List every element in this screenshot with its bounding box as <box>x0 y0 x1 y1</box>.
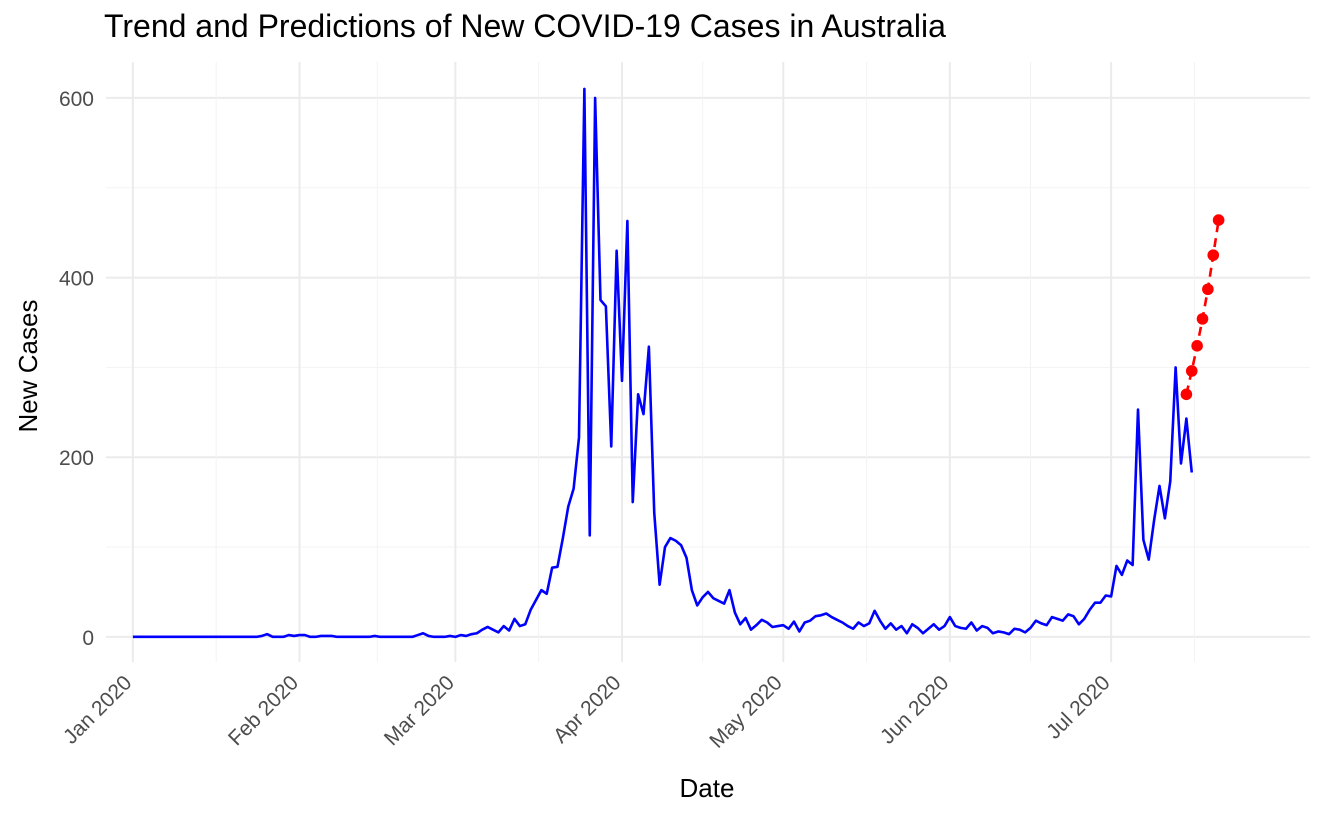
x-tick-label: May 2020 <box>705 671 786 752</box>
grid <box>106 62 1310 662</box>
y-tick-label: 0 <box>82 627 94 650</box>
prediction-point <box>1185 365 1198 377</box>
actual-cases-line <box>132 87 1194 639</box>
y-tick-label: 200 <box>59 447 94 470</box>
prediction-point <box>1196 313 1209 325</box>
prediction-point <box>1212 214 1225 226</box>
prediction-point <box>1202 283 1214 296</box>
x-tick-label: Jul 2020 <box>1042 671 1114 743</box>
y-tick-label: 400 <box>59 268 94 291</box>
series-layer <box>132 87 1225 639</box>
prediction-point <box>1207 249 1220 261</box>
x-tick-label: Jun 2020 <box>876 671 953 748</box>
x-tick-label: Mar 2020 <box>380 671 459 750</box>
x-tick-label: Jan 2020 <box>59 671 136 748</box>
x-tick-label: Apr 2020 <box>549 671 626 748</box>
y-tick-label: 600 <box>59 88 94 111</box>
x-axis-title: Date <box>680 773 735 803</box>
prediction-point <box>1191 340 1203 352</box>
x-tick-label: Feb 2020 <box>224 671 303 750</box>
y-axis-title: New Cases <box>13 300 43 433</box>
prediction-point <box>1180 388 1193 401</box>
chart-title: Trend and Predictions of New COVID-19 Ca… <box>104 8 946 44</box>
